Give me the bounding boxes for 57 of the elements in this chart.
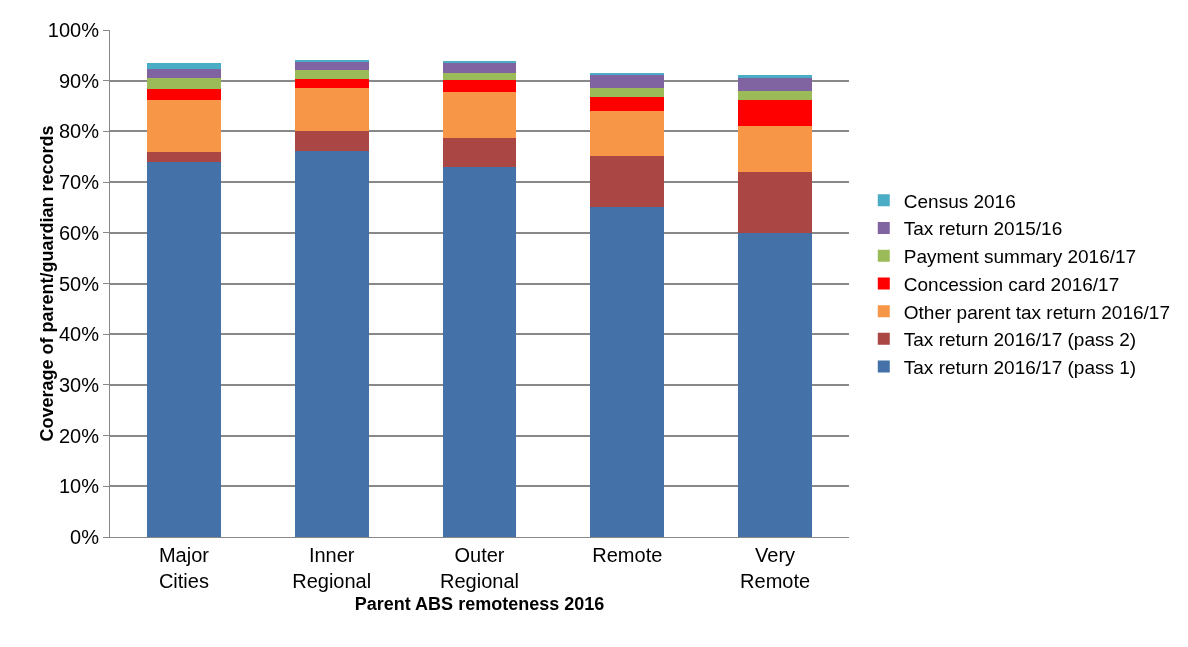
bar (738, 90, 813, 100)
y-tick-label: 90% (58, 69, 100, 92)
x-axis-title: Parent ABS remoteness 2016 (354, 594, 605, 614)
x-tick-label: Inner Regional (292, 544, 372, 592)
legend-label: Concession card 2016/17 (903, 273, 1120, 295)
bar (442, 166, 517, 537)
legend-label: Other parent tax return 2016/17 (903, 301, 1170, 323)
bar (442, 72, 517, 81)
bar (590, 156, 665, 208)
bar (294, 70, 369, 80)
bar (590, 110, 665, 157)
y-tick-label: 80% (58, 120, 100, 143)
bar (294, 150, 369, 537)
bar (738, 232, 813, 537)
bar (590, 88, 665, 98)
bar (146, 99, 221, 153)
bar (146, 78, 221, 90)
x-tick-label: Outer Regional (440, 544, 519, 592)
bar (146, 161, 221, 537)
bar (146, 68, 221, 79)
bar (146, 152, 221, 162)
bar (590, 74, 665, 89)
y-axis-title: Coverage of parent/guardian records (36, 125, 57, 442)
legend-label: Tax return 2015/16 (903, 218, 1063, 240)
y-tick-label: 10% (58, 475, 100, 498)
bar (442, 80, 517, 93)
y-tick-label: 60% (58, 221, 100, 244)
y-tick-label: 30% (58, 373, 100, 396)
bar (738, 171, 813, 233)
legend-label: Payment summary 2016/17 (903, 246, 1137, 268)
x-tick-label: Very Remote (740, 544, 811, 592)
y-tick-label: 100% (47, 19, 100, 41)
bar (442, 63, 517, 73)
bar (294, 79, 369, 89)
x-tick-label: Remote (592, 544, 663, 566)
bar (738, 126, 813, 172)
bar (738, 75, 813, 78)
y-tick-label: 70% (58, 171, 100, 194)
bar (442, 137, 517, 167)
bar (738, 77, 813, 91)
legend-label: Census 2016 (903, 190, 1016, 212)
bar (590, 97, 665, 111)
bar (146, 63, 221, 69)
y-tick-label: 40% (58, 323, 100, 346)
bar (294, 88, 369, 132)
y-tick-label: 20% (58, 424, 100, 447)
bar (738, 99, 813, 127)
y-tick-label: 50% (58, 272, 100, 295)
y-tick-label: 0% (70, 526, 100, 548)
bar (442, 92, 517, 138)
bar (294, 131, 369, 151)
bar (294, 61, 369, 71)
x-tick-label: Major Cities (158, 544, 210, 592)
bar (590, 207, 665, 537)
bar (146, 89, 221, 100)
legend-label: Tax return 2016/17 (pass 2) (903, 329, 1137, 351)
legend-label: Tax return 2016/17 (pass 1) (903, 356, 1137, 378)
